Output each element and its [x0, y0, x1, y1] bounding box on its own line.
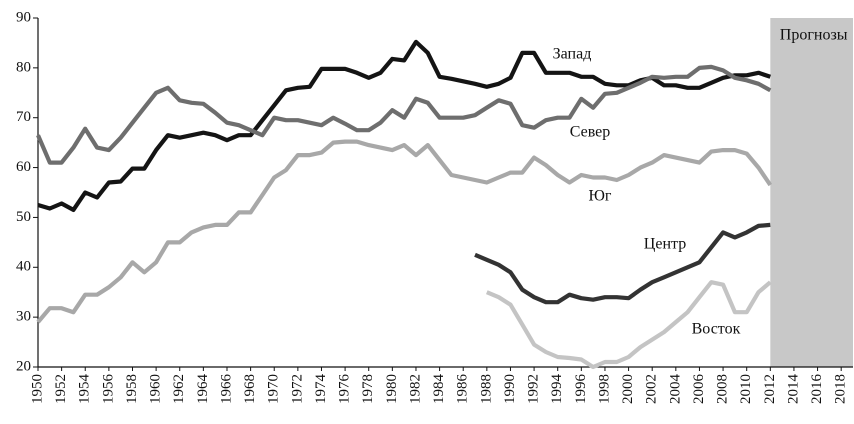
x-tick-label: 1958: [124, 374, 140, 404]
x-tick-label: 2000: [620, 374, 636, 404]
x-tick-label: 2008: [715, 374, 731, 404]
y-tick-label: 20: [16, 358, 31, 374]
y-tick-label: 90: [16, 9, 31, 25]
series-line: [36, 139, 773, 324]
x-tick-label: 1980: [384, 374, 400, 404]
x-tick-label: 1982: [407, 374, 423, 404]
y-tick-label: 50: [16, 209, 31, 225]
series-label: Центр: [644, 236, 686, 253]
series-label: Запад: [553, 46, 592, 63]
x-tick-label: 1952: [53, 374, 69, 404]
y-tick-label: 70: [16, 109, 31, 125]
x-tick-label: 1960: [148, 374, 164, 404]
x-tick-label: 1986: [455, 374, 471, 405]
x-tick-label: 1974: [313, 374, 329, 405]
x-tick-label: 1964: [195, 374, 211, 405]
x-tick-label: 1990: [502, 374, 518, 404]
x-tick-label: 1950: [29, 374, 45, 404]
x-tick-label: 1992: [526, 374, 542, 404]
series-label: Восток: [692, 321, 741, 338]
x-tick-label: 2014: [785, 374, 801, 405]
series-label: Юг: [588, 188, 611, 205]
x-tick-label: 1998: [596, 374, 612, 404]
x-tick-label: 1996: [573, 374, 589, 405]
x-tick-label: 1984: [431, 374, 447, 405]
x-tick-label: 1976: [337, 374, 353, 405]
series-line: [36, 64, 772, 165]
series-line: [474, 222, 771, 305]
x-tick-label: 2016: [809, 374, 825, 405]
x-tick-label: 1970: [266, 374, 282, 404]
x-tick-label: 1988: [478, 374, 494, 404]
y-tick-label: 80: [16, 59, 31, 75]
y-tick-label: 30: [16, 309, 31, 325]
x-tick-label: 1954: [77, 374, 93, 405]
x-tick-label: 1972: [289, 374, 305, 404]
x-tick-label: 2010: [738, 374, 754, 404]
x-tick-label: 2006: [691, 374, 707, 405]
forecast-region: [770, 18, 853, 367]
x-tick-label: 2018: [833, 374, 849, 404]
x-tick-label: 1978: [360, 374, 376, 404]
series-line: [37, 39, 771, 212]
y-tick-label: 40: [16, 259, 31, 275]
forecast-label: Прогнозы: [780, 27, 848, 44]
y-tick-label: 60: [16, 159, 31, 175]
x-tick-label: 1994: [549, 374, 565, 405]
x-tick-label: 1962: [171, 374, 187, 404]
x-tick-label: 1966: [218, 374, 234, 405]
x-tick-label: 1968: [242, 374, 258, 404]
x-tick-label: 2012: [762, 374, 778, 404]
x-tick-label: 2004: [667, 374, 683, 405]
series-line: [485, 280, 772, 370]
x-tick-label: 2002: [644, 374, 660, 404]
x-tick-label: 1956: [100, 374, 116, 405]
series-label: Север: [570, 124, 611, 141]
